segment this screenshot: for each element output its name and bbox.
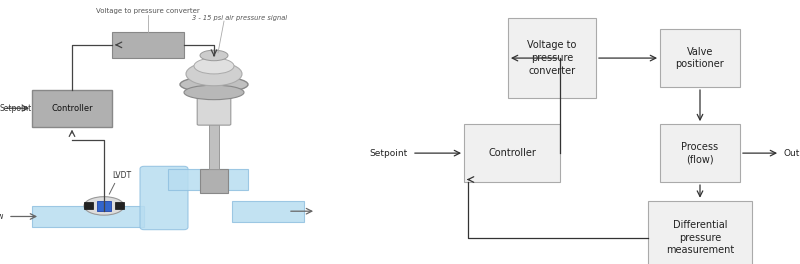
Text: LVDT: LVDT [112, 171, 131, 180]
Bar [508, 18, 596, 98]
Text: Process
(flow): Process (flow) [682, 142, 718, 164]
FancyBboxPatch shape [168, 169, 248, 190]
Text: 3 - 15 psi air pressure signal: 3 - 15 psi air pressure signal [193, 16, 287, 21]
Text: Valve
positioner: Valve positioner [676, 47, 724, 69]
Ellipse shape [200, 50, 228, 61]
FancyBboxPatch shape [232, 201, 304, 222]
Bar [84, 202, 93, 209]
Text: Differential
pressure
measurement: Differential pressure measurement [666, 220, 734, 255]
Text: Setpoint: Setpoint [370, 149, 408, 158]
Text: Controller: Controller [488, 148, 536, 158]
Bar [464, 124, 560, 182]
Text: Controller: Controller [51, 104, 93, 113]
Ellipse shape [194, 58, 234, 74]
FancyBboxPatch shape [198, 91, 231, 125]
FancyBboxPatch shape [32, 90, 112, 127]
Bar [210, 95, 219, 169]
Text: Voltage to
pressure
converter: Voltage to pressure converter [527, 40, 577, 76]
Ellipse shape [84, 197, 124, 215]
FancyBboxPatch shape [140, 166, 188, 230]
FancyBboxPatch shape [32, 206, 144, 227]
Bar [660, 124, 740, 182]
Ellipse shape [184, 85, 244, 100]
Text: Flow: Flow [0, 212, 4, 221]
FancyBboxPatch shape [112, 32, 184, 58]
Text: Setpoint: Setpoint [0, 104, 32, 113]
Ellipse shape [180, 77, 248, 92]
Bar [200, 169, 228, 193]
Bar [660, 29, 740, 87]
Text: Output: Output [784, 149, 800, 158]
Bar [648, 201, 752, 264]
Bar [115, 202, 124, 209]
Bar [97, 201, 111, 211]
Text: Voltage to pressure converter: Voltage to pressure converter [96, 8, 200, 13]
Ellipse shape [186, 62, 242, 86]
